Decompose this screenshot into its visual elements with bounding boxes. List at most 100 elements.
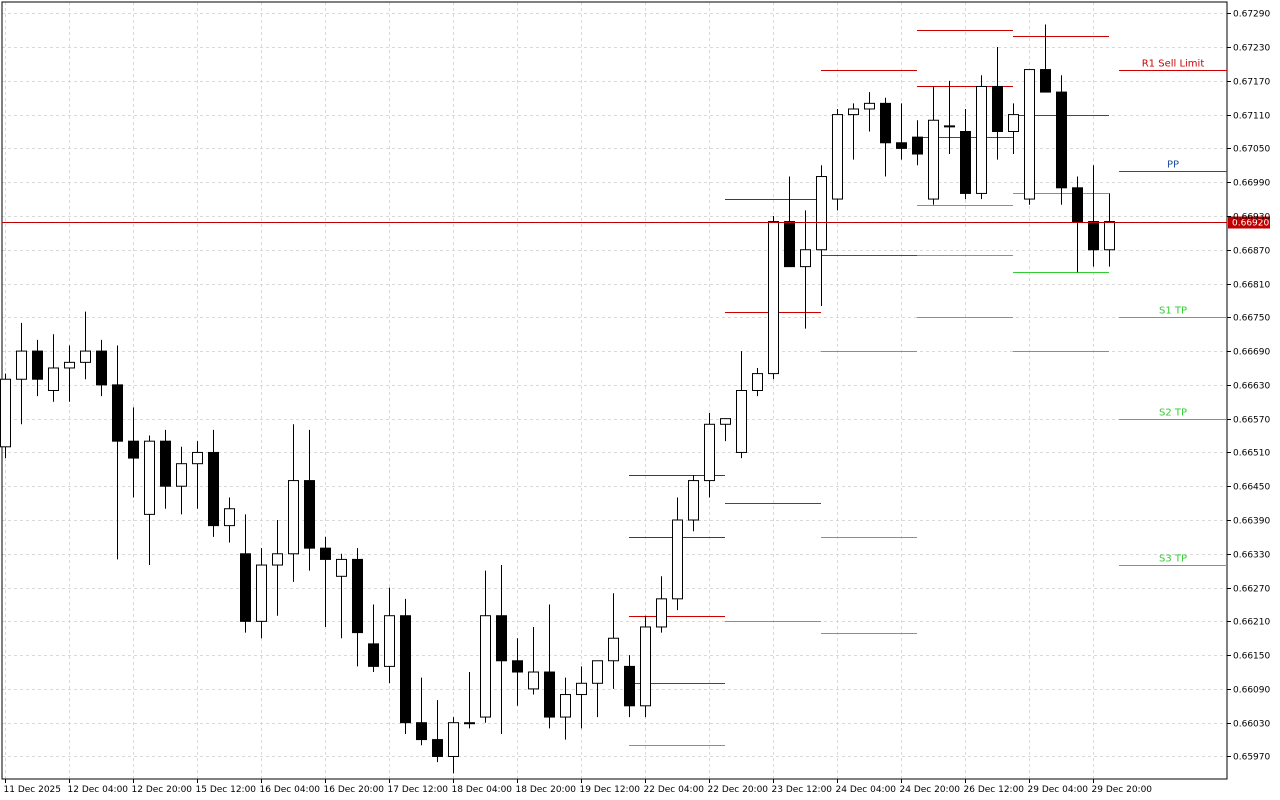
candle-body-down (128, 440, 139, 459)
candle (800, 210, 811, 329)
candle-body-down (160, 440, 171, 487)
candle-body-up (1104, 221, 1115, 251)
candle (432, 700, 443, 763)
current-price-label: 0.66920 (1232, 219, 1269, 229)
candle-body-down (320, 547, 331, 560)
candle-body-up (592, 660, 603, 684)
candle (736, 351, 747, 459)
candle-body-down (304, 480, 315, 549)
price-axis[interactable]: 0.67290 0.67230 0.67170 0.67110 0.67050 0.669… (1227, 10, 1270, 763)
candle-body-down (960, 131, 971, 194)
x-tick-label: 19 Dec 12:00 (580, 785, 641, 795)
x-tick-label: 18 Dec 04:00 (452, 785, 513, 795)
candle-body-up (448, 722, 459, 757)
candle-body-up (1024, 69, 1035, 200)
candle (592, 660, 603, 718)
candle (848, 103, 859, 160)
y-tick-label: 0.67050 (1233, 145, 1270, 155)
candle (656, 576, 667, 633)
candle-body-down (112, 384, 123, 442)
candle (832, 108, 843, 211)
candle (0, 373, 11, 459)
y-tick-label: 0.66690 (1233, 348, 1270, 358)
candle (976, 75, 987, 200)
candle (1104, 193, 1115, 267)
candle-body-down (624, 665, 635, 707)
y-tick-label: 0.66390 (1233, 517, 1270, 527)
candle (608, 593, 619, 689)
candle-body-up (480, 615, 491, 718)
candle-body-up (336, 558, 347, 577)
candle (416, 677, 427, 746)
candle (816, 165, 827, 307)
y-tick-label: 0.66210 (1233, 618, 1270, 628)
candle-body-up (752, 373, 763, 392)
labeled-levels: R1 Sell Limit PP S1 TP S2 TP S3 TP (1119, 59, 1227, 566)
candle-body-up (800, 249, 811, 268)
candle-body-up (768, 221, 779, 375)
candle-body-up (848, 108, 859, 116)
candle (320, 536, 331, 627)
candle (576, 666, 587, 729)
candle-body-down (880, 102, 891, 144)
candle-body-down (1056, 91, 1067, 189)
candle-body-down (32, 350, 43, 380)
candle-body-up (688, 480, 699, 521)
candle (336, 553, 347, 639)
candle-body-down (208, 451, 219, 527)
y-tick-label: 0.66750 (1233, 314, 1270, 324)
y-tick-label: 0.66330 (1233, 551, 1270, 561)
x-tick-label: 22 Dec 20:00 (708, 785, 769, 795)
candle-body-up (720, 418, 731, 425)
candles (0, 24, 1115, 774)
time-axis[interactable]: 11 Dec 2025 12 Dec 04:00 12 Dec 20:00 15 De… (4, 779, 1153, 795)
candle-body-up (80, 350, 91, 363)
x-tick-label: 12 Dec 20:00 (132, 785, 193, 795)
candle-body-up (0, 378, 11, 448)
candle-body-up (608, 637, 619, 662)
candle-body-up (560, 694, 571, 718)
x-tick-label: 22 Dec 04:00 (644, 785, 705, 795)
candle-body-up (816, 176, 827, 251)
candle (64, 345, 75, 402)
candle (352, 548, 363, 667)
x-tick-label: 29 Dec 20:00 (1092, 785, 1153, 795)
x-tick-label: 16 Dec 04:00 (260, 785, 321, 795)
candle (288, 424, 299, 582)
x-tick-label: 23 Dec 12:00 (772, 785, 833, 795)
candle (544, 604, 555, 729)
candle (368, 604, 379, 673)
y-tick-label: 0.66450 (1233, 483, 1270, 493)
candle-body-up (704, 423, 715, 482)
candle (112, 345, 123, 560)
candle-body-down (992, 85, 1003, 132)
candle (1040, 24, 1051, 93)
candle (96, 339, 107, 397)
candle (688, 474, 699, 532)
y-tick-label: 0.66150 (1233, 652, 1270, 662)
y-tick-label: 0.66870 (1233, 247, 1270, 257)
candle-body-up (944, 125, 955, 128)
candle-body-down (1040, 69, 1051, 93)
candle (176, 446, 187, 515)
candle (80, 311, 91, 380)
candle (560, 677, 571, 740)
candle-body-up (272, 553, 283, 566)
candle (208, 429, 219, 537)
x-tick-label: 16 Dec 20:00 (324, 785, 385, 795)
candle (128, 407, 139, 498)
current-price-line: 0.66920 (2, 216, 1270, 229)
x-tick-label: 17 Dec 12:00 (388, 785, 449, 795)
candle-body-down (432, 739, 443, 757)
y-tick-label: 0.67290 (1233, 10, 1270, 20)
candle (928, 86, 939, 205)
candle (912, 120, 923, 166)
candle-body-down (368, 643, 379, 667)
candle-body-up (736, 390, 747, 453)
candle-body-up (224, 508, 235, 527)
candle (704, 413, 715, 498)
y-tick-label: 0.66270 (1233, 585, 1270, 595)
candle-body-up (864, 102, 875, 110)
candle-body-up (1008, 114, 1019, 132)
